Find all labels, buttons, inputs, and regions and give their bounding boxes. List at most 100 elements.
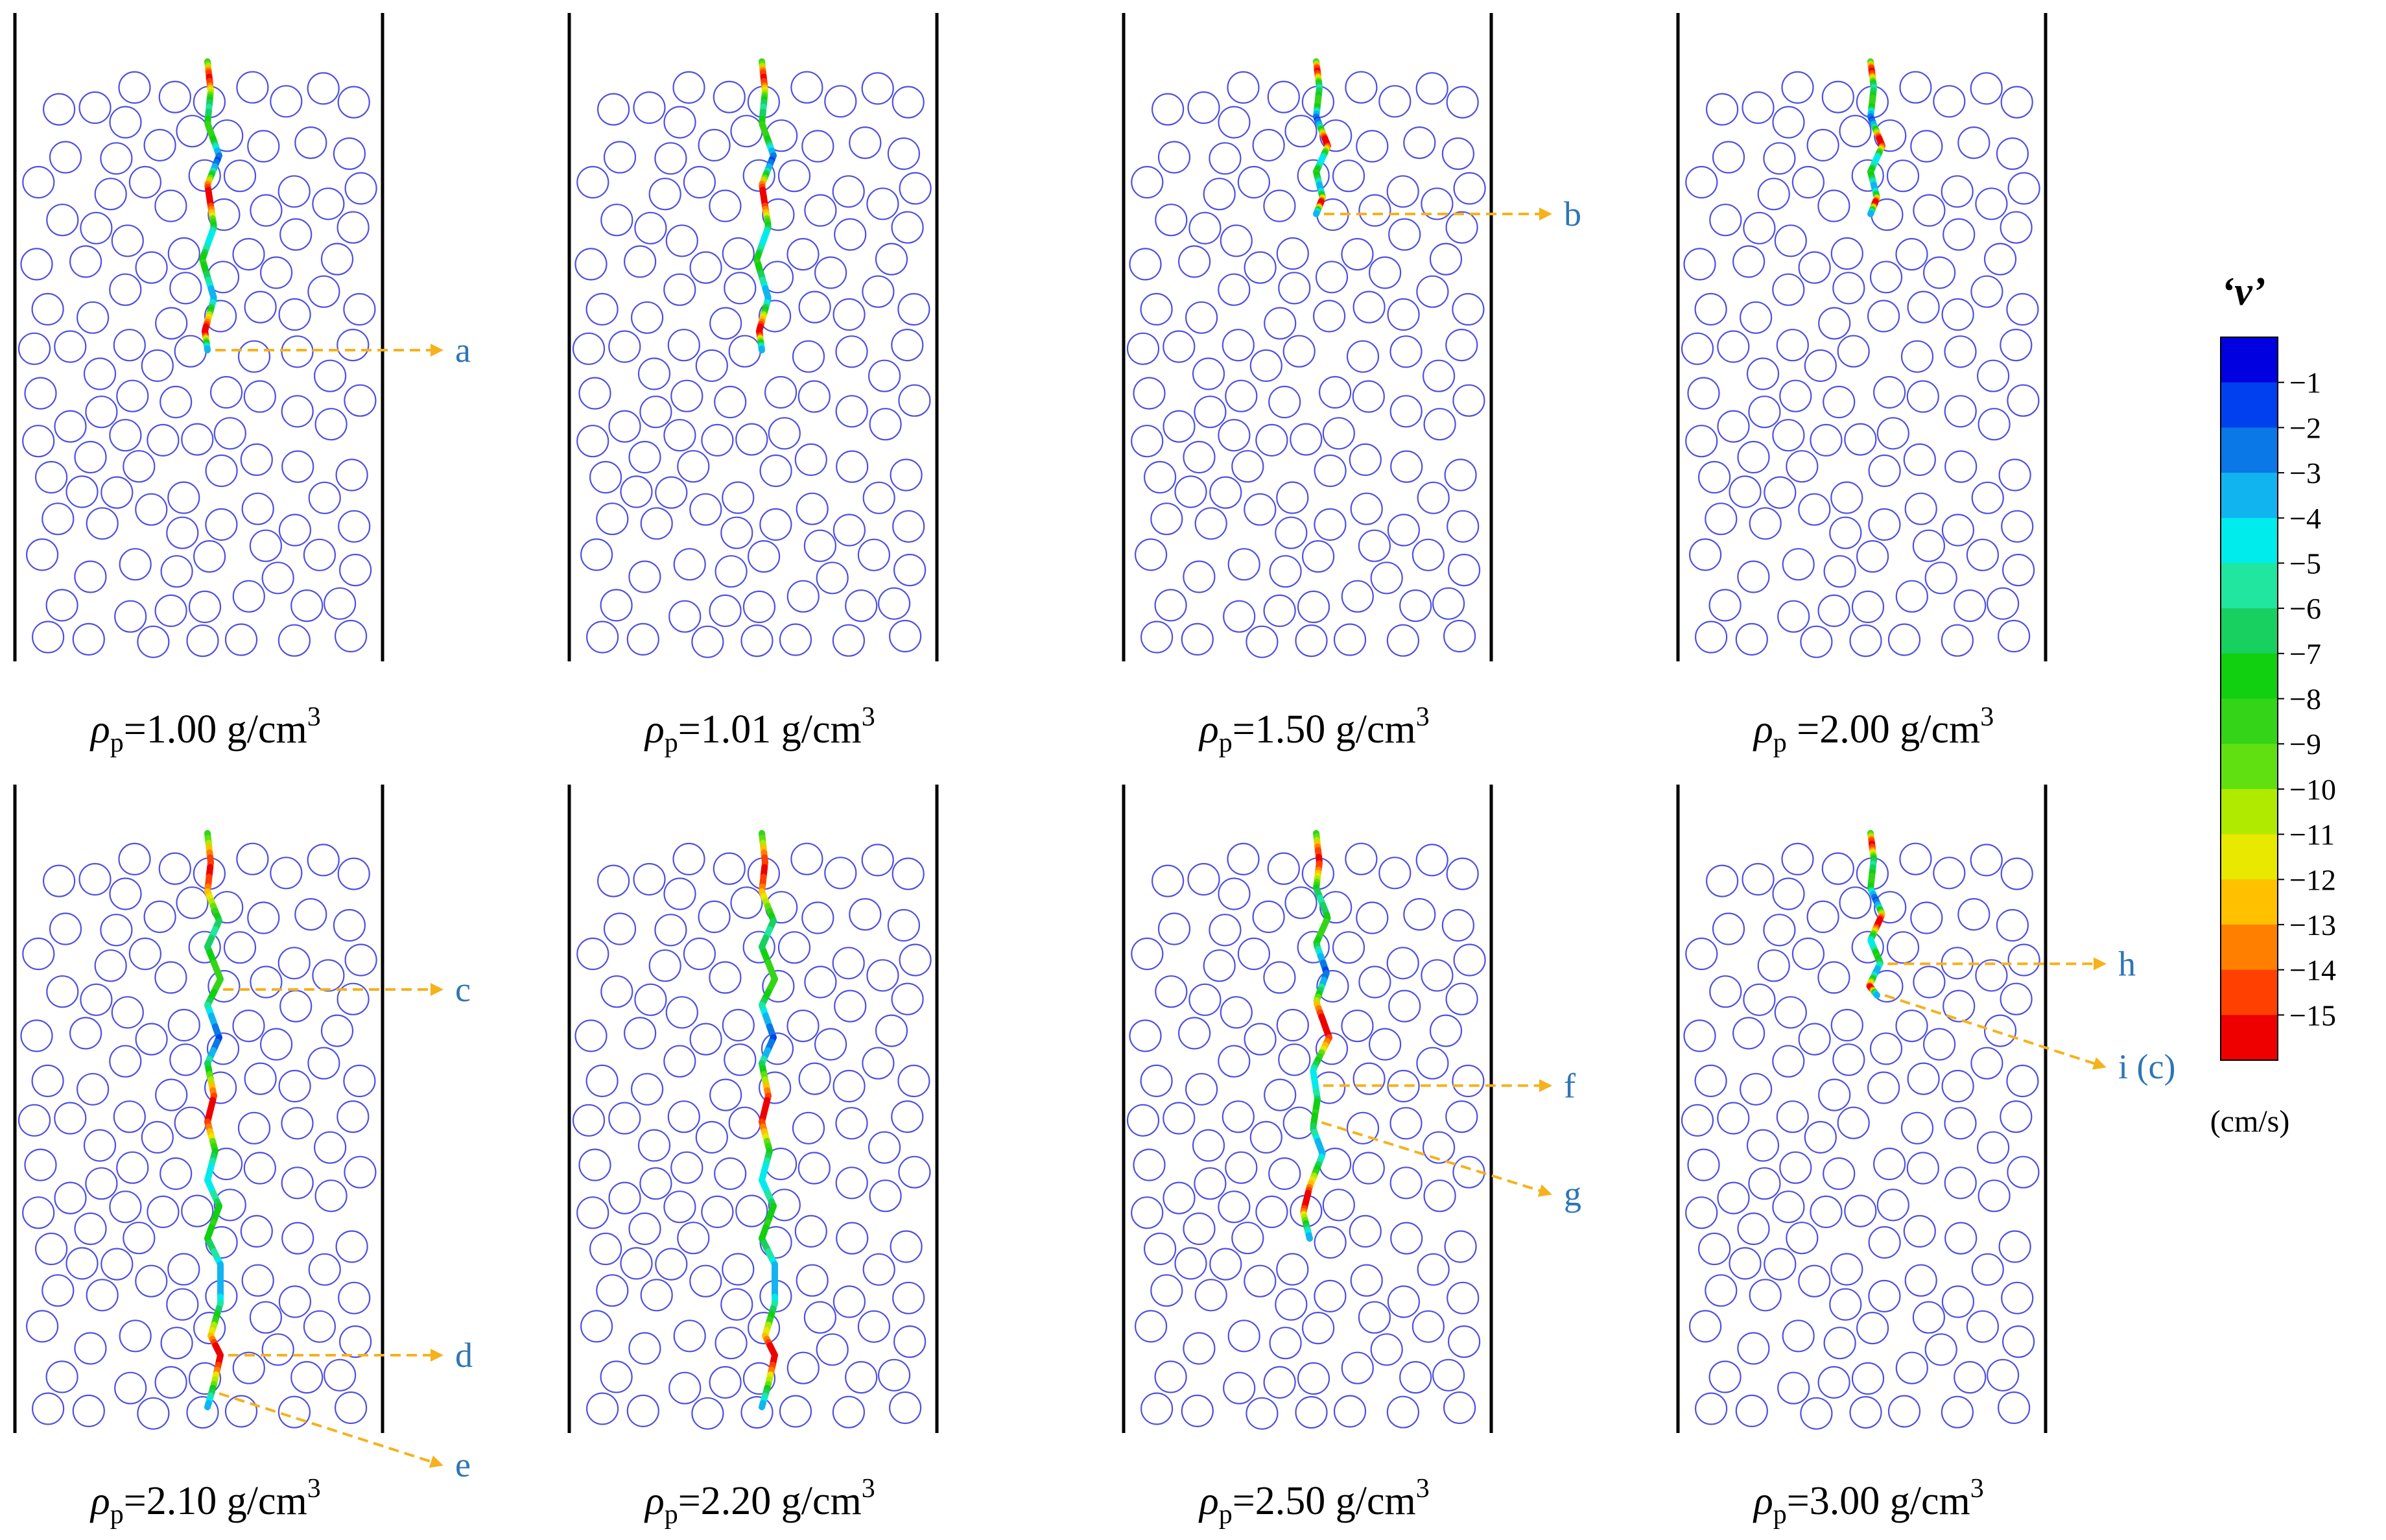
- particle: [1322, 1189, 1355, 1222]
- colorbar-tick-label: −13: [2289, 908, 2336, 942]
- particle: [608, 1181, 641, 1214]
- particle: [1255, 1195, 1288, 1229]
- particle: [1268, 1157, 1301, 1191]
- particle: [240, 443, 273, 477]
- particle: [720, 516, 753, 549]
- particle: [141, 349, 174, 383]
- particle: [1143, 1232, 1177, 1266]
- particle: [1432, 1358, 1465, 1392]
- particle: [1220, 224, 1253, 257]
- particle: [20, 248, 53, 281]
- particle: [1157, 141, 1191, 174]
- particle: [1150, 503, 1183, 536]
- particle: [1133, 1148, 1166, 1181]
- particle: [1757, 949, 1790, 982]
- particle: [1263, 1366, 1296, 1399]
- particle: [1705, 864, 1739, 897]
- particle: [1445, 1100, 1478, 1133]
- particle: [1806, 900, 1839, 933]
- particle: [1933, 85, 1966, 118]
- particle: [698, 128, 731, 161]
- particle: [1416, 275, 1449, 308]
- particle: [308, 481, 341, 514]
- particle: [1868, 1226, 1901, 1259]
- particle: [1772, 1191, 1805, 1224]
- particle: [1904, 492, 1937, 525]
- particle: [1183, 560, 1216, 593]
- particle: [118, 842, 151, 876]
- particle: [100, 476, 134, 509]
- particle: [1887, 623, 1921, 656]
- particle: [186, 1395, 219, 1429]
- particle: [720, 1288, 753, 1321]
- particle: [113, 1100, 146, 1133]
- particle: [2000, 86, 2033, 119]
- particle: [1386, 175, 1419, 208]
- particle: [1944, 395, 1977, 428]
- particle: [630, 301, 664, 334]
- density-label: ρp=1.00 g/cm3: [89, 702, 321, 758]
- particle: [128, 165, 161, 199]
- particle: [1417, 1253, 1450, 1286]
- particle: [1346, 1111, 1380, 1144]
- particle: [1830, 1008, 1863, 1042]
- particle: [1851, 590, 1885, 624]
- particle: [623, 1017, 657, 1050]
- particle: [1772, 273, 1805, 306]
- particle: [835, 335, 868, 368]
- particle: [1818, 307, 1851, 340]
- particle: [630, 1072, 664, 1106]
- particle: [1227, 1320, 1260, 1353]
- particle: [761, 1032, 794, 1065]
- particle: [1743, 211, 1776, 244]
- particle: [1276, 1008, 1309, 1042]
- particle: [49, 912, 82, 945]
- particle: [1140, 1392, 1174, 1425]
- particle: [1688, 538, 1722, 571]
- particle: [1748, 396, 1781, 429]
- particle: [111, 996, 144, 1029]
- particle: [1252, 128, 1285, 161]
- particle: [786, 580, 820, 613]
- particle: [576, 165, 609, 199]
- particle: [742, 590, 776, 624]
- particle: [1829, 516, 1862, 549]
- velocity-colorbar: ‘v’ −1 −2 −3 −4 −5 −6 −7 −8 −9 −10 −11 −12 −13 −14 −15 (…: [2210, 270, 2336, 1139]
- particle: [1453, 172, 1486, 205]
- particle: [270, 85, 303, 118]
- particle: [1269, 555, 1302, 588]
- particle: [1155, 975, 1188, 1008]
- particle: [1757, 178, 1790, 211]
- particle: [207, 198, 241, 231]
- particle: [1697, 1232, 1731, 1266]
- particle: [154, 961, 187, 994]
- particle: [1941, 1395, 1974, 1428]
- particle: [892, 857, 925, 890]
- particle: [123, 1222, 156, 1255]
- colorbar-tick-label: −7: [2289, 637, 2321, 670]
- particle: [832, 624, 865, 657]
- particle: [878, 587, 911, 620]
- particle: [1452, 1064, 1485, 1098]
- particle: [790, 842, 823, 875]
- particle: [1895, 1351, 1928, 1384]
- particle: [1975, 187, 2008, 220]
- particle: [141, 1120, 174, 1154]
- particle: [1183, 440, 1216, 474]
- particle: [2006, 292, 2039, 326]
- particle: [898, 384, 931, 417]
- particle: [1370, 1333, 1403, 1366]
- colorbar-segment: [2221, 517, 2278, 563]
- particle: [1742, 91, 1775, 124]
- particle: [794, 1214, 827, 1248]
- particle: [1387, 1069, 1420, 1103]
- particle: [1177, 1017, 1211, 1050]
- particle: [578, 1148, 611, 1181]
- particle: [1941, 514, 1974, 547]
- particle: [1445, 211, 1478, 244]
- particle: [1876, 417, 1909, 450]
- particle: [1421, 959, 1454, 992]
- particle: [1748, 1167, 1781, 1200]
- panel-3: b ρp=1.50 g/cm3: [1122, 13, 1581, 758]
- particle: [109, 1191, 142, 1224]
